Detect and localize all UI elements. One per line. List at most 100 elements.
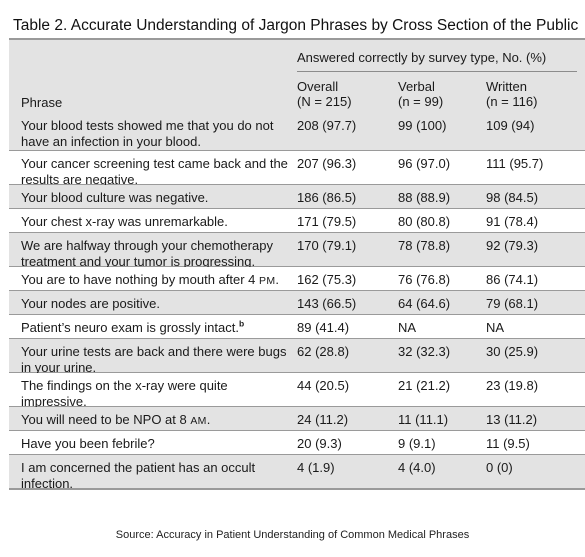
written-cell: 0 (0) [486,460,513,475]
written-cell: 109 (94) [486,118,535,133]
verbal-cell: 21 (21.2) [398,378,451,393]
verbal-cell: 78 (78.8) [398,238,451,253]
phrase-text: We are halfway through your chemotherapy… [21,238,273,269]
overall-cell: 171 (79.5) [297,214,357,229]
overall-cell: 208 (97.7) [297,118,357,133]
overall-cell: 186 (86.5) [297,190,357,205]
phrase-punctuation: . [275,272,280,287]
overall-cell: 24 (11.2) [297,412,349,427]
written-cell: 98 (84.5) [486,190,539,205]
verbal-cell: 32 (32.3) [398,344,451,359]
phrase-text: You will need to be NPO at 8 [21,412,191,427]
verbal-cell: 11 (11.1) [398,412,449,427]
phrase-cell: Your nodes are positive. [21,296,293,312]
verbal-cell: 64 (64.6) [398,296,451,311]
table-row: Your cancer screening test came back and… [9,151,585,188]
column-header-written: Written (n = 116) [486,79,538,109]
written-cell: NA [486,320,505,335]
overall-cell: 170 (79.1) [297,238,357,253]
phrase-text: Your blood tests showed me that you do n… [21,118,274,149]
table-row: You are to have nothing by mouth after 4… [9,267,585,291]
phrase-text: Your cancer screening test came back and… [21,156,288,187]
phrase-text: Your urine tests are back and there were… [21,344,287,375]
table-header: Answered correctly by survey type, No. (… [9,40,585,113]
phrase-cell: Your blood culture was negative. [21,190,293,206]
phrase-text: Your nodes are positive. [21,296,161,311]
phrase-punctuation: . [206,412,211,427]
table-row: Your blood tests showed me that you do n… [9,113,585,151]
phrase-text: I am concerned the patient has an occult… [21,460,256,491]
written-cell: 91 (78.4) [486,214,539,229]
source-note: Source: Accuracy in Patient Understandin… [115,529,470,541]
table-row: Your urine tests are back and there were… [9,339,585,376]
table-row: Your nodes are positive. 143 (66.5) 64 (64… [9,291,585,315]
verbal-cell: 80 (80.8) [398,214,451,229]
table-row: The findings on the x-ray were quite imp… [9,373,585,410]
group-header-rule [297,71,577,72]
written-cell: 86 (74.1) [486,272,539,287]
table-row: Your chest x-ray was unremarkable. 171 (7… [9,209,585,233]
column-header-written-count: (n = 116) [486,93,538,109]
table-title: Table 2. Accurate Understanding of Jargo… [9,0,585,40]
table-row: You will need to be NPO at 8 AM. 24 (11.2… [9,407,585,431]
column-header-verbal-title: Verbal [398,79,435,94]
time-suffix: AM [190,415,207,427]
phrase-text: Have you been febrile? [21,436,155,451]
table-body: Your blood tests showed me that you do n… [9,113,585,492]
phrase-cell: Have you been febrile? [21,436,293,452]
footnote-marker: b [238,318,245,329]
column-header-verbal-count: (n = 99) [398,93,444,109]
phrase-text: Your chest x-ray was unremarkable. [21,214,228,229]
overall-cell: 44 (20.5) [297,378,350,393]
overall-cell: 162 (75.3) [297,272,357,287]
column-header-overall: Overall (N = 215) [297,79,352,109]
phrase-cell: The findings on the x-ray were quite imp… [21,378,293,410]
verbal-cell: 76 (76.8) [398,272,451,287]
written-cell: 13 (11.2) [486,412,538,427]
column-header-overall-title: Overall [297,79,339,94]
verbal-cell: 99 (100) [398,118,447,133]
written-cell: 111 (95.7) [486,156,544,171]
phrase-cell: You are to have nothing by mouth after 4… [21,272,293,289]
table-row: We are halfway through your chemotherapy… [9,233,585,270]
column-header-overall-count: (N = 215) [297,93,352,109]
written-cell: 92 (79.3) [486,238,539,253]
phrase-cell: Patient’s neuro exam is grossly intact.b [21,318,293,336]
overall-cell: 89 (41.4) [297,320,350,335]
verbal-cell: NA [398,320,417,335]
group-header: Answered correctly by survey type, No. (… [297,50,547,65]
overall-cell: 4 (1.9) [297,460,335,475]
verbal-cell: 9 (9.1) [398,436,436,451]
written-cell: 11 (9.5) [486,436,530,451]
column-header-phrase: Phrase [21,95,63,110]
verbal-cell: 4 (4.0) [398,460,436,475]
verbal-cell: 88 (88.9) [398,190,451,205]
table-row: Have you been febrile? 20 (9.3) 9 (9.1) 11 … [9,431,585,455]
phrase-cell: You will need to be NPO at 8 AM. [21,412,293,429]
phrase-cell: Your blood tests showed me that you do n… [21,118,293,150]
table-row: Your blood culture was negative. 186 (86.… [9,185,585,209]
phrase-cell: Your cancer screening test came back and… [21,156,293,188]
phrase-cell: We are halfway through your chemotherapy… [21,238,293,270]
phrase-text: Your blood culture was negative. [21,190,209,205]
overall-cell: 20 (9.3) [297,436,342,451]
column-header-written-title: Written [486,79,527,94]
phrase-cell: Your urine tests are back and there were… [21,344,293,376]
overall-cell: 143 (66.5) [297,296,357,311]
column-header-verbal: Verbal (n = 99) [398,79,444,109]
table-row: I am concerned the patient has an occult… [9,455,585,492]
verbal-cell: 96 (97.0) [398,156,451,171]
phrase-text: The findings on the x-ray were quite imp… [21,378,228,409]
time-suffix: PM [259,275,276,287]
phrase-cell: Your chest x-ray was unremarkable. [21,214,293,230]
written-cell: 79 (68.1) [486,296,539,311]
data-table: Table 2. Accurate Understanding of Jargo… [9,0,585,492]
phrase-text: Patient’s neuro exam is grossly intact. [21,320,239,335]
phrase-cell: I am concerned the patient has an occult… [21,460,293,492]
written-cell: 30 (25.9) [486,344,539,359]
phrase-text: You are to have nothing by mouth after 4 [21,272,260,287]
overall-cell: 62 (28.8) [297,344,350,359]
written-cell: 23 (19.8) [486,378,539,393]
table-row: Patient’s neuro exam is grossly intact.b… [9,315,585,339]
overall-cell: 207 (96.3) [297,156,357,171]
